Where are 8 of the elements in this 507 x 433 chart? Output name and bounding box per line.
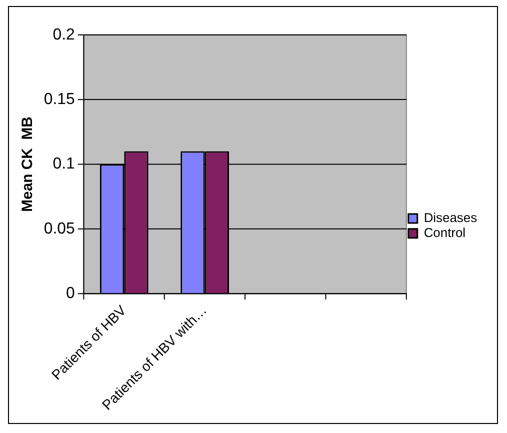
y-tick-label: 0.05	[44, 220, 76, 238]
y-axis-title: Mean CK MB	[19, 116, 36, 212]
y-tick-label: 0.15	[44, 90, 76, 108]
legend-label: Control	[424, 224, 466, 240]
y-tick-label: 0.1	[52, 156, 76, 173]
y-tick-label: 0	[66, 284, 76, 302]
legend-label: Diseases	[424, 210, 478, 226]
y-tick-label: 0.2	[52, 26, 76, 44]
